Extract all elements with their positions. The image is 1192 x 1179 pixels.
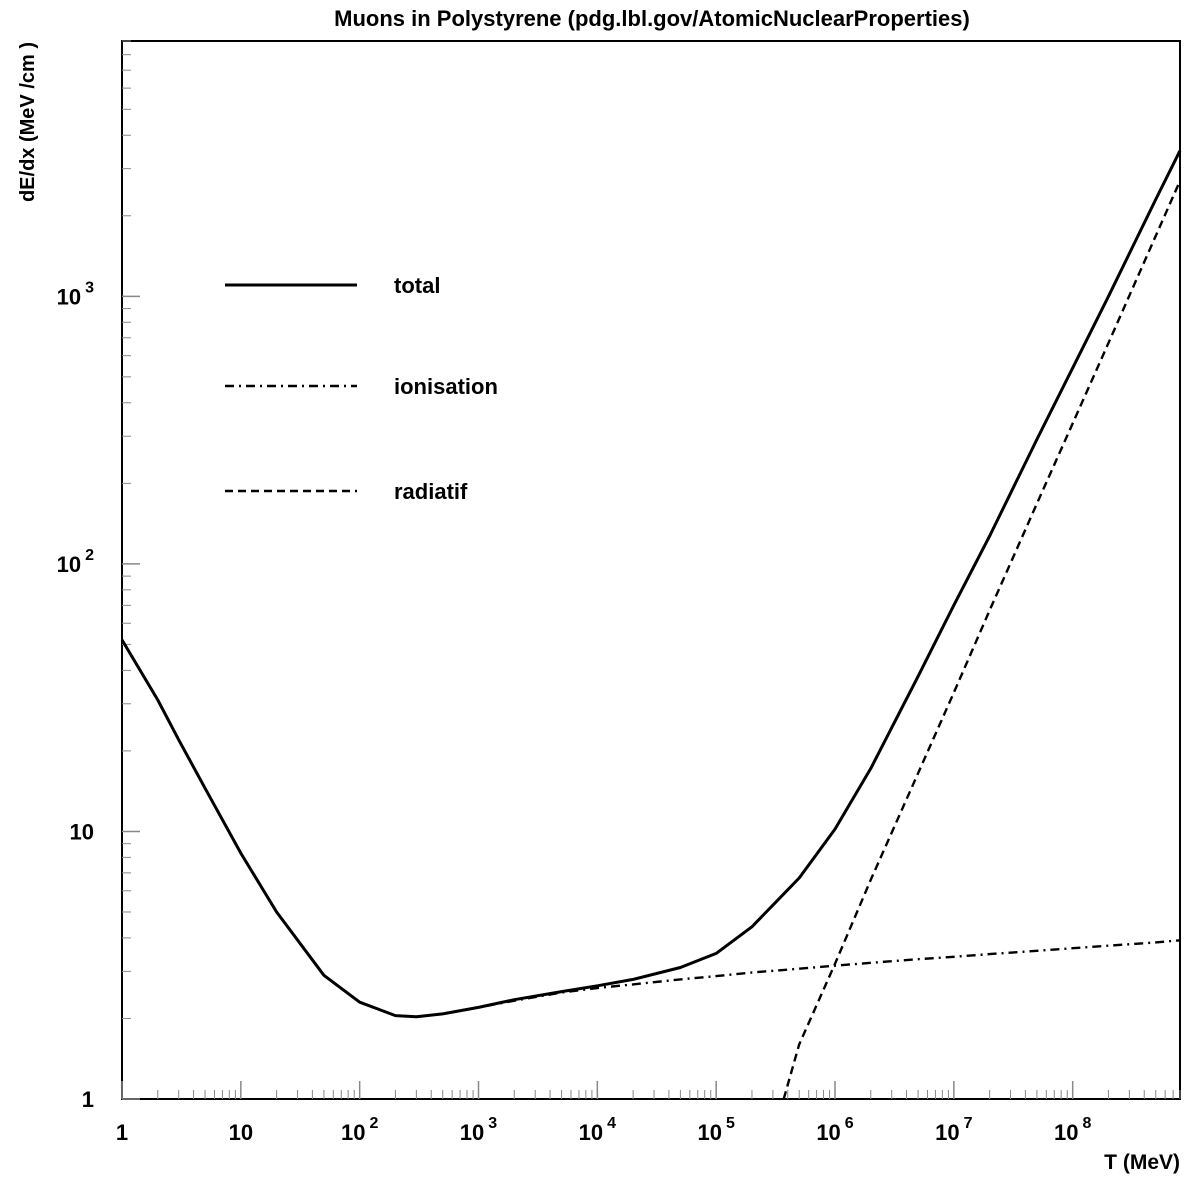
x-tick-label: 10 — [229, 1120, 253, 1145]
series-line-total — [120, 150, 1182, 1019]
y-tick-label: 1 — [82, 1087, 94, 1112]
y-tick-label: 10 3 — [57, 279, 94, 309]
legend-label-radiatif: radiatif — [394, 479, 468, 504]
x-tick-label: 10 2 — [341, 1115, 378, 1145]
legend-label-total: total — [394, 273, 440, 298]
y-tick-label: 10 2 — [57, 547, 94, 577]
x-axis-label: T (MeV) — [1104, 1151, 1180, 1174]
series-layer — [120, 150, 1182, 1100]
series-line-radiatif — [782, 180, 1182, 1100]
x-tick-label: 10 8 — [1054, 1115, 1091, 1145]
x-tick-label: 1 — [116, 1120, 128, 1145]
x-major-ticks: 1 10 10 2 10 3 10 4 10 5 10 6 10 7 10 8 — [116, 1081, 1091, 1145]
y-minor-ticks — [122, 40, 131, 1019]
y-axis-label: dE/dx (MeV /cm ) — [17, 42, 39, 202]
x-tick-label: 10 6 — [816, 1115, 853, 1145]
series-line-ionisation — [120, 639, 1181, 1018]
x-tick-label: 10 7 — [935, 1115, 972, 1145]
y-tick-label: 10 — [70, 819, 94, 844]
x-tick-label: 10 4 — [579, 1115, 616, 1145]
x-minor-ticks — [157, 1090, 1181, 1099]
chart-title: Muons in Polystyrene (pdg.lbl.gov/Atomic… — [334, 6, 970, 31]
x-tick-label: 10 5 — [697, 1115, 734, 1145]
plot-frame — [121, 40, 1181, 1100]
legend-label-ionisation: ionisation — [394, 374, 498, 399]
x-tick-label: 10 3 — [460, 1115, 497, 1145]
legend: total ionisation radiatif — [225, 273, 498, 504]
